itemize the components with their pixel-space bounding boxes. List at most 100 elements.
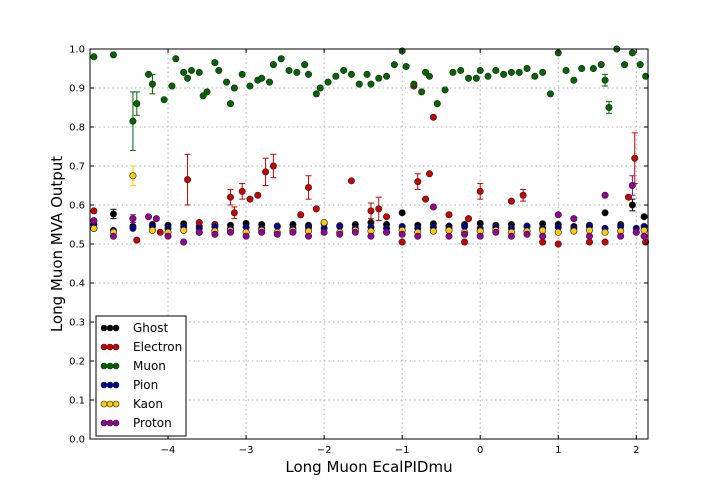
data-point-kaon bbox=[554, 228, 562, 236]
data-point-muon bbox=[570, 76, 578, 84]
y-tick-label: 0.8 bbox=[69, 123, 85, 134]
data-point-electron bbox=[601, 238, 609, 246]
data-point-electron bbox=[305, 183, 313, 191]
legend-marker-electron bbox=[106, 343, 114, 351]
data-point-electron bbox=[347, 177, 355, 185]
data-point-muon bbox=[168, 82, 176, 90]
data-point-muon bbox=[133, 100, 141, 108]
data-point-electron bbox=[195, 219, 203, 227]
data-point-electron bbox=[254, 191, 262, 199]
legend-label-kaon: Kaon bbox=[133, 397, 163, 411]
data-point-muon bbox=[605, 104, 613, 112]
legend-marker-proton bbox=[112, 419, 120, 427]
data-point-muon bbox=[347, 70, 355, 78]
data-point-muon bbox=[90, 53, 98, 61]
legend-marker-electron bbox=[112, 343, 120, 351]
y-tick-label: 0.7 bbox=[69, 162, 85, 173]
data-point-muon bbox=[187, 66, 195, 74]
legend-marker-muon bbox=[112, 362, 120, 370]
legend-marker-electron bbox=[100, 343, 108, 351]
legend-label-muon: Muon bbox=[133, 359, 166, 373]
data-point-muon bbox=[531, 72, 539, 80]
series-proton bbox=[90, 175, 648, 246]
data-point-ghost bbox=[398, 209, 406, 217]
legend-label-electron: Electron bbox=[133, 340, 182, 354]
data-point-proton bbox=[367, 232, 375, 240]
data-point-muon bbox=[180, 68, 188, 76]
data-point-ghost bbox=[628, 201, 636, 209]
data-point-kaon bbox=[148, 226, 156, 234]
data-point-muon bbox=[293, 68, 301, 76]
data-point-muon bbox=[215, 66, 223, 74]
data-point-muon bbox=[589, 65, 597, 73]
data-point-pion bbox=[273, 222, 281, 230]
data-point-muon bbox=[203, 88, 211, 96]
data-point-muon bbox=[246, 82, 254, 90]
data-point-proton bbox=[305, 232, 313, 240]
data-point-proton bbox=[242, 232, 250, 240]
data-point-proton bbox=[539, 232, 547, 240]
data-point-muon bbox=[226, 100, 234, 108]
data-point-electron bbox=[519, 191, 527, 199]
data-point-muon bbox=[277, 55, 285, 63]
data-point-muon bbox=[425, 72, 433, 80]
data-point-muon bbox=[390, 61, 398, 69]
data-point-muon bbox=[324, 78, 332, 86]
data-point-kaon bbox=[445, 226, 453, 234]
data-point-electron bbox=[367, 207, 375, 215]
data-point-muon bbox=[562, 66, 570, 74]
data-point-kaon bbox=[539, 226, 547, 234]
data-point-electron bbox=[445, 211, 453, 219]
data-point-muon bbox=[195, 68, 203, 76]
x-tick-label: 2 bbox=[633, 445, 639, 456]
data-point-muon bbox=[628, 49, 636, 57]
data-point-muon bbox=[449, 68, 457, 76]
data-point-electron bbox=[246, 195, 254, 203]
data-point-muon bbox=[441, 86, 449, 94]
data-point-muon bbox=[410, 80, 418, 88]
data-point-muon bbox=[457, 66, 465, 74]
x-tick-label: −1 bbox=[395, 445, 410, 456]
data-point-muon bbox=[476, 66, 484, 74]
data-point-muon bbox=[211, 59, 219, 67]
data-point-electron bbox=[585, 238, 593, 246]
data-point-proton bbox=[273, 230, 281, 238]
data-point-electron bbox=[230, 209, 238, 217]
data-point-muon bbox=[383, 72, 391, 80]
data-point-electron bbox=[461, 238, 469, 246]
legend-label-pion: Pion bbox=[133, 378, 158, 392]
legend-marker-ghost bbox=[106, 324, 114, 332]
data-point-proton bbox=[554, 211, 562, 219]
series-markers bbox=[90, 45, 650, 248]
data-point-muon bbox=[109, 51, 117, 59]
data-point-muon bbox=[305, 70, 313, 78]
data-point-kaon bbox=[180, 226, 188, 234]
data-point-electron bbox=[476, 187, 484, 195]
data-point-kaon bbox=[129, 172, 137, 180]
data-point-muon bbox=[402, 63, 410, 71]
x-axis-title: Long Muon EcalPIDmu bbox=[285, 458, 452, 476]
data-point-proton bbox=[632, 228, 640, 236]
data-point-muon bbox=[539, 68, 547, 76]
data-point-proton bbox=[320, 228, 328, 236]
y-tick-label: 1.0 bbox=[69, 45, 85, 56]
data-point-muon bbox=[621, 61, 629, 69]
data-point-proton bbox=[152, 215, 160, 223]
data-point-muon bbox=[129, 117, 137, 125]
data-point-kaon bbox=[570, 227, 578, 235]
data-point-muon bbox=[500, 70, 508, 78]
legend-marker-muon bbox=[106, 362, 114, 370]
data-point-electron bbox=[312, 205, 320, 213]
data-point-muon bbox=[363, 70, 371, 78]
data-point-muon bbox=[332, 72, 340, 80]
data-point-electron bbox=[90, 207, 98, 215]
x-tick-label: −3 bbox=[239, 445, 254, 456]
data-point-electron bbox=[631, 154, 639, 162]
data-point-muon bbox=[184, 74, 192, 82]
data-point-proton bbox=[145, 213, 153, 221]
data-point-muon bbox=[597, 61, 605, 69]
data-point-electron bbox=[398, 238, 406, 246]
data-point-muon bbox=[418, 88, 426, 96]
data-point-muon bbox=[265, 78, 273, 86]
data-point-muon bbox=[507, 68, 515, 76]
